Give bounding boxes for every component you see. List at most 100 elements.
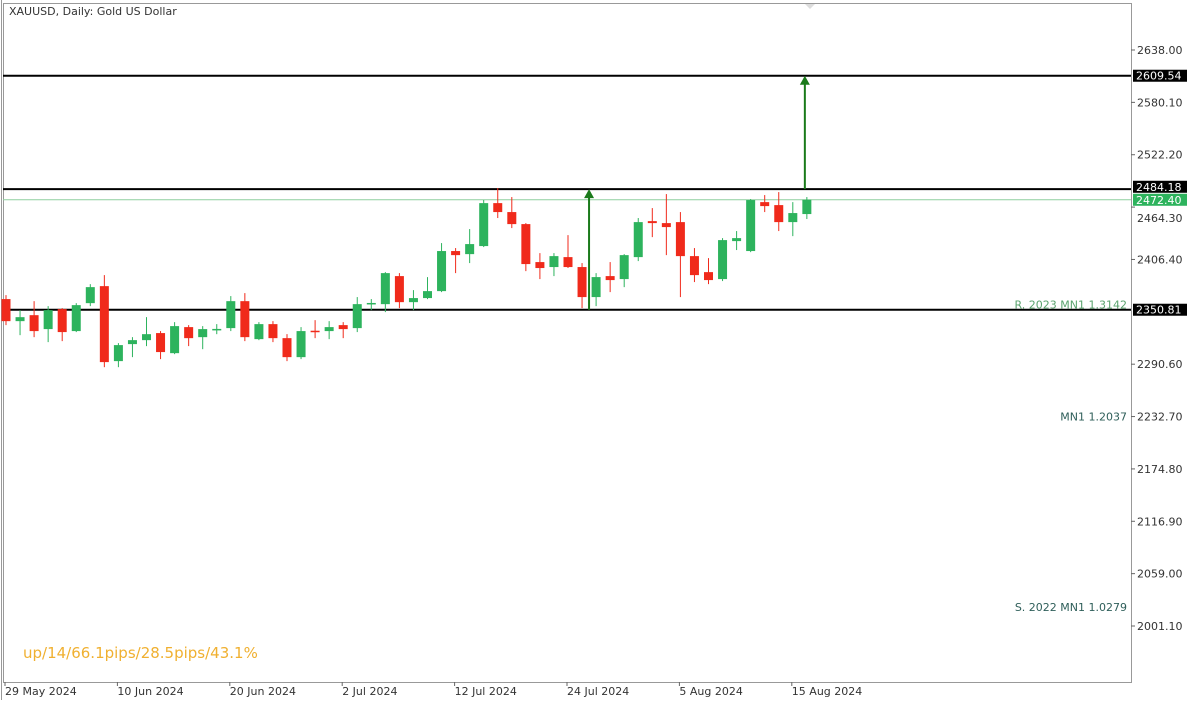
arrow-up-icon[interactable] [799, 75, 810, 85]
price-tag [1133, 180, 1187, 193]
candle-bear [605, 276, 615, 281]
candle-bear [57, 309, 67, 333]
y-tick-label: 2464.30 [1137, 212, 1183, 225]
bid-price-tag-label: 2472.40 [1136, 194, 1182, 207]
candle-bull [296, 331, 306, 358]
y-tick-label: 2059.00 [1137, 568, 1183, 581]
candle-bear [338, 325, 348, 330]
candle-bear [521, 224, 531, 265]
x-tick-label: 2 Jul 2024 [342, 685, 397, 698]
candle-bull [352, 304, 362, 329]
candle-bull [170, 326, 180, 354]
candle-bear [451, 251, 461, 256]
candle-bull [788, 213, 798, 223]
candle-bull [465, 244, 475, 255]
candle-bear [29, 315, 39, 332]
candle-bull [254, 324, 264, 340]
candle-bull [43, 310, 53, 330]
plot-area[interactable] [3, 3, 1132, 683]
candle-bear [563, 257, 573, 268]
price-tag [1133, 303, 1187, 316]
candle-bear [493, 203, 503, 213]
candle-bear [99, 286, 109, 363]
candle-bull [408, 298, 418, 303]
candle-bull [746, 200, 756, 252]
candle-bear [310, 330, 320, 333]
chart-title: XAUUSD, Daily: Gold US Dollar [9, 5, 177, 18]
candle-bear [507, 212, 517, 225]
candle-bear [704, 272, 713, 281]
candle-bear [689, 256, 699, 276]
x-tick-label: 24 Jul 2024 [567, 685, 629, 698]
candle-bear [760, 202, 770, 207]
candle-bull [324, 327, 334, 332]
x-tick-label: 29 May 2024 [5, 685, 77, 698]
y-tick-label: 2174.80 [1137, 463, 1183, 476]
candle-bull [633, 222, 643, 258]
arrow-up-icon[interactable] [584, 189, 595, 199]
candle-bull [15, 317, 25, 322]
y-tick-label: 2232.70 [1137, 411, 1183, 424]
candle-bull [212, 328, 222, 331]
candle-bear [577, 267, 587, 298]
candle-bull [437, 251, 447, 292]
candle-bull [619, 255, 629, 280]
level-lines [3, 74, 1131, 311]
stats-text: up/14/66.1pips/28.5pips/43.1% [23, 644, 258, 662]
candle-bear [661, 223, 671, 228]
price-tag-label: 2350.81 [1136, 304, 1182, 317]
candle-bear [268, 324, 278, 339]
y-tick-label: 2522.20 [1137, 149, 1183, 162]
price-tag [1133, 69, 1187, 82]
candle-bear [1, 299, 11, 322]
candle-bull [479, 203, 489, 247]
candle-bear [282, 338, 292, 358]
time-axis[interactable]: 29 May 2024 10 Jun 2024 20 Jun 2024 2 Jul 2… [3, 682, 1131, 698]
candle-bull [142, 334, 151, 341]
candle-bull [549, 256, 559, 268]
annotations: R. 2023 MN1 1.3142 MN1 1.2037 S. 2022 MN1 … [1015, 299, 1127, 615]
candle-bull [127, 340, 137, 345]
candle-bear [156, 333, 166, 353]
y-tick-label: 2406.40 [1137, 253, 1183, 266]
candle-bull [718, 240, 728, 280]
candle-bull [380, 273, 390, 305]
arrows [584, 75, 810, 310]
candle-bear [675, 222, 685, 257]
candle-bull [226, 301, 236, 329]
candle-bull [198, 329, 208, 338]
y-tick-label: 2580.10 [1137, 96, 1183, 109]
price-tag-label: 2609.54 [1136, 70, 1182, 83]
y-tick-label: 2290.60 [1137, 358, 1183, 371]
x-tick-label: 20 Jun 2024 [230, 685, 296, 698]
level-annotation: MN1 1.2037 [1060, 411, 1127, 424]
price-axis[interactable]: 2638.00 2580.10 2522.20 2464.30 2406.40 2290.… [1131, 44, 1183, 633]
candle-bull [802, 199, 812, 215]
x-tick-label: 12 Jul 2024 [455, 685, 517, 698]
candle-bull [732, 238, 742, 242]
candle-bear [184, 327, 194, 339]
level-annotation: S. 2022 MN1 1.0279 [1015, 601, 1127, 614]
y-tick-label: 2116.90 [1137, 515, 1183, 528]
candle-bull [113, 345, 123, 362]
candle-bull [591, 277, 601, 298]
y-tick-label: 2638.00 [1137, 44, 1183, 57]
bid-price-tag [1133, 193, 1187, 206]
candle-bull [85, 287, 95, 304]
x-tick-label: 15 Aug 2024 [792, 685, 862, 698]
scroll-marker-icon [805, 4, 815, 9]
candles [1, 188, 812, 368]
y-tick-label: 2001.10 [1137, 620, 1183, 633]
x-tick-label: 5 Aug 2024 [679, 685, 742, 698]
candle-bear [774, 205, 784, 223]
candle-bull [71, 305, 81, 332]
candle-bear [394, 276, 404, 303]
candle-bear [647, 221, 657, 224]
price-tag-label: 2484.18 [1136, 181, 1182, 194]
candle-bear [240, 301, 250, 338]
candle-bull [423, 291, 432, 299]
candle-bear [535, 262, 545, 269]
x-tick-label: 10 Jun 2024 [117, 685, 183, 698]
candle-bull [366, 302, 376, 305]
